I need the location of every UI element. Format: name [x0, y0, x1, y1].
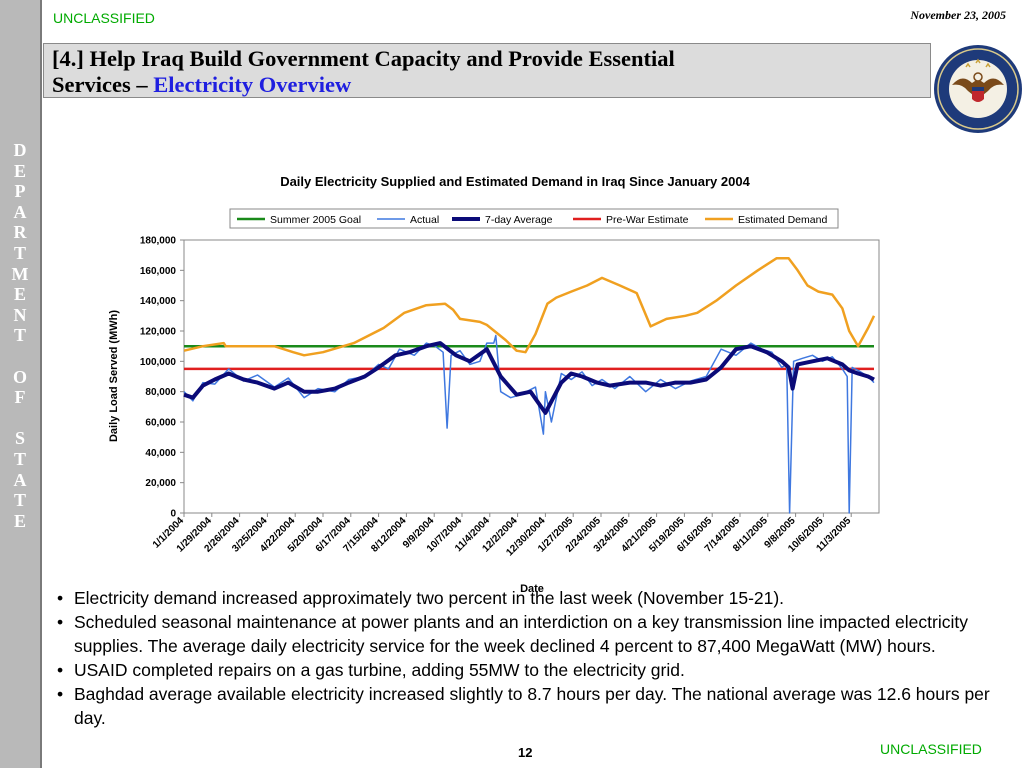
- legend-label: Pre-War Estimate: [606, 214, 689, 226]
- bullet-item: USAID completed repairs on a gas turbine…: [54, 658, 1014, 682]
- bullet-item: Baghdad average available electricity in…: [54, 682, 1014, 730]
- sidebar-letter: E: [13, 284, 26, 305]
- sidebar-letter: T: [13, 448, 26, 469]
- y-tick-label: 160,000: [140, 266, 177, 277]
- title-bar: [4.] Help Iraq Build Government Capacity…: [43, 43, 931, 98]
- sidebar-letter: T: [13, 325, 26, 346]
- bullet-item: Scheduled seasonal maintenance at power …: [54, 610, 1014, 658]
- plot-area: [183, 239, 880, 514]
- sidebar-letter: R: [13, 222, 27, 243]
- y-tick-label: 80,000: [145, 387, 176, 398]
- sidebar-letter: O: [12, 366, 27, 387]
- chart-title: Daily Electricity Supplied and Estimated…: [280, 174, 750, 189]
- sidebar-letter: A: [13, 469, 27, 490]
- sidebar-letter: E: [13, 510, 26, 531]
- sidebar-letter: P: [14, 181, 26, 202]
- title-highlight: Electricity Overview: [153, 72, 352, 97]
- sidebar-letter: D: [13, 140, 27, 160]
- legend-label: 7-day Average: [485, 214, 553, 226]
- sidebar-letter: N: [13, 304, 27, 325]
- sidebar-letter: [0, 408, 40, 429]
- slide-title: [4.] Help Iraq Build Government Capacity…: [52, 46, 675, 98]
- title-line2: Services –: [52, 72, 154, 97]
- y-tick-label: 120,000: [140, 327, 177, 338]
- sidebar-letter: T: [13, 490, 26, 511]
- series-line-7-day-average: [183, 341, 875, 415]
- slide-date: November 23, 2005: [910, 8, 1006, 22]
- sidebar-letter: T: [13, 242, 26, 263]
- legend-label: Estimated Demand: [738, 214, 827, 226]
- y-tick-label: 100,000: [140, 357, 177, 368]
- y-tick-label: 180,000: [140, 236, 177, 247]
- bullet-list: Electricity demand increased approximate…: [54, 586, 1014, 730]
- state-department-seal-icon: [934, 45, 1022, 133]
- classification-bottom: UNCLASSIFIED: [880, 741, 982, 757]
- sidebar-letter: S: [14, 428, 25, 449]
- page-number: 12: [518, 745, 533, 760]
- sidebar-letter: M: [11, 263, 29, 284]
- legend-label: Actual: [410, 214, 439, 226]
- sidebar-letter: A: [13, 201, 27, 222]
- y-tick-label: 0: [170, 509, 176, 520]
- title-main: [4.] Help Iraq Build Government Capacity…: [52, 46, 675, 71]
- legend-label: Summer 2005 Goal: [270, 214, 361, 226]
- y-tick-label: 60,000: [145, 418, 176, 429]
- y-tick-label: 140,000: [140, 296, 177, 307]
- y-axis-label: Daily Load Served (MWh): [108, 310, 120, 442]
- y-tick-label: 40,000: [145, 448, 176, 459]
- chart-legend: [229, 208, 839, 229]
- bullet-item: Electricity demand increased approximate…: [54, 586, 1014, 610]
- electricity-line-chart: Daily Electricity Supplied and Estimated…: [108, 174, 880, 595]
- sidebar-letter: [0, 346, 40, 367]
- sidebar-letter: E: [13, 160, 26, 181]
- sidebar-letter: F: [14, 387, 26, 408]
- classification-top: UNCLASSIFIED: [53, 10, 155, 26]
- series-line-estimated-demand: [183, 256, 876, 357]
- y-tick-label: 20,000: [145, 478, 176, 489]
